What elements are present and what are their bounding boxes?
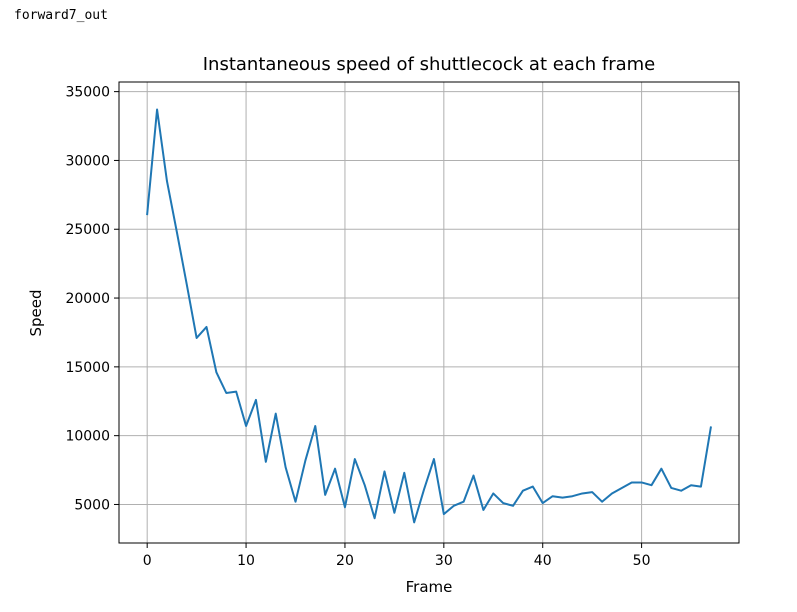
y-tick-label: 35000 — [65, 85, 110, 101]
x-tick-label: 40 — [534, 553, 552, 569]
y-tick-label: 30000 — [65, 153, 110, 169]
plot-background — [119, 82, 739, 543]
y-tick-label: 20000 — [65, 291, 110, 307]
data-series — [146, 108, 712, 524]
cell-output-label: forward7_out — [14, 8, 108, 23]
x-tick-label: 30 — [435, 553, 453, 569]
grid-lines — [119, 82, 739, 543]
y-axis-label: Speed — [27, 289, 45, 336]
y-tick-label: 5000 — [74, 497, 110, 513]
y-tick-label: 10000 — [65, 429, 110, 445]
y-tick-label: 15000 — [65, 360, 110, 376]
x-tick-label: 50 — [633, 553, 651, 569]
plot-frame — [118, 81, 740, 544]
x-tick-label: 10 — [237, 553, 255, 569]
x-tick-label: 20 — [336, 553, 354, 569]
x-axis-ticks: 0 10 20 30 40 50 — [143, 543, 651, 569]
x-tick-label: 0 — [143, 553, 152, 569]
chart-title: Instantaneous speed of shuttlecock at ea… — [203, 54, 656, 75]
y-axis-ticks: 5000 10000 15000 20000 25000 30000 35000 — [65, 85, 119, 513]
y-tick-label: 25000 — [65, 222, 110, 238]
x-axis-label: Frame — [406, 578, 453, 596]
speed-series-line — [146, 108, 712, 524]
